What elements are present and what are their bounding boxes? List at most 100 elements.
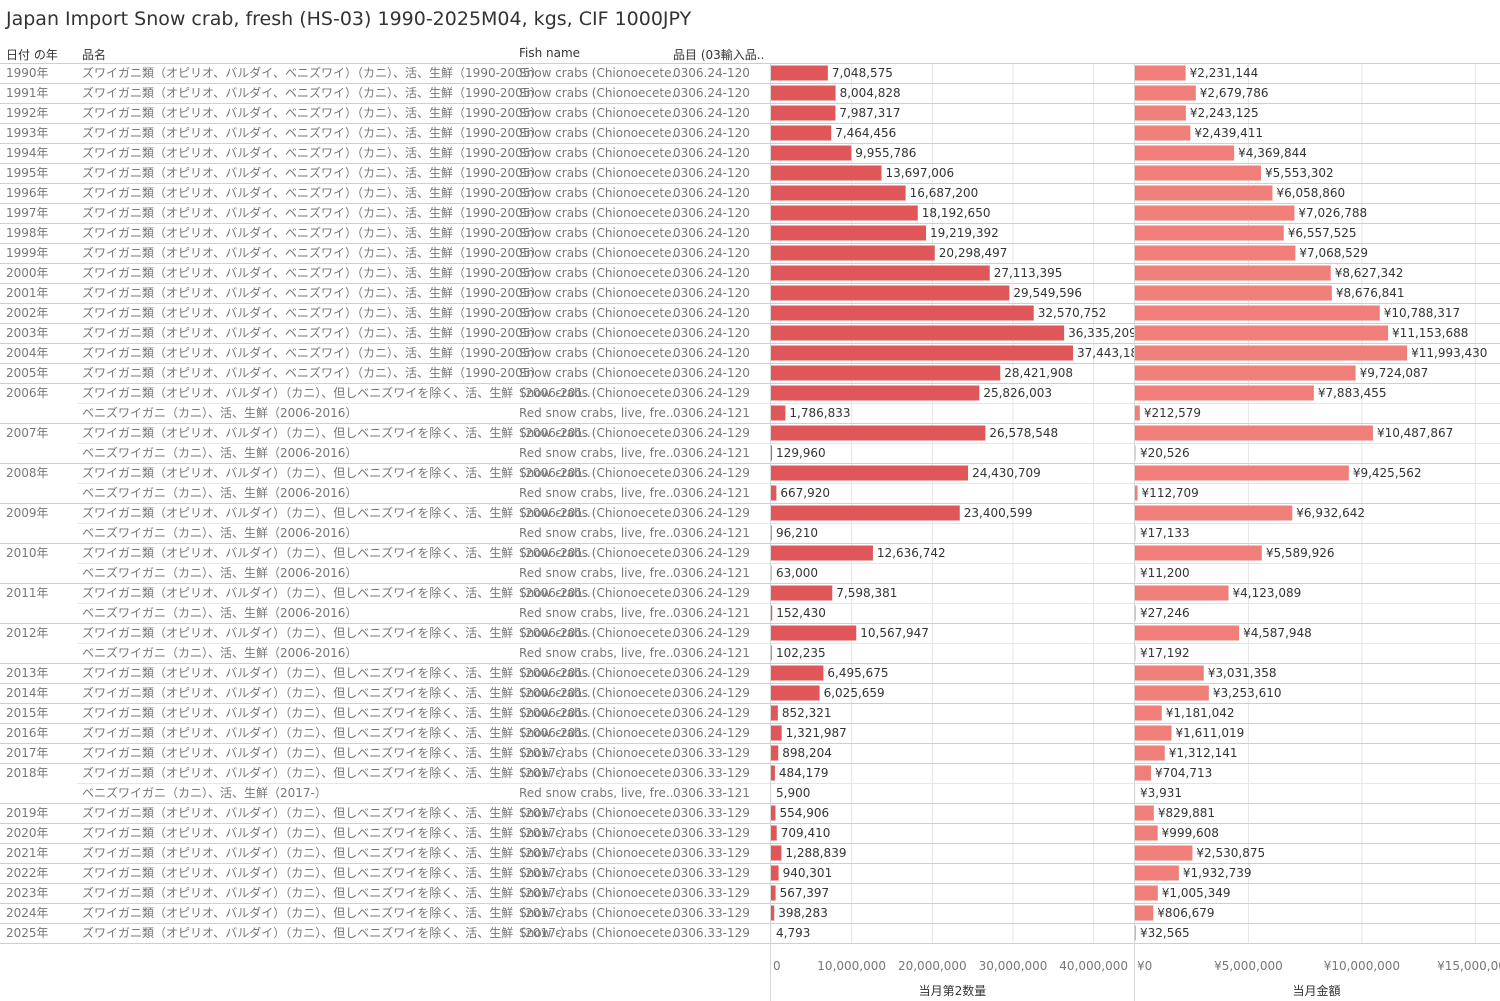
bar-quantity	[771, 345, 1074, 361]
year-label: 2014年	[6, 686, 49, 700]
fish-name: Snow crabs (Chionoecete..	[519, 906, 679, 920]
fish-name: Snow crabs (Chionoecete..	[519, 686, 679, 700]
year-label: 2025年	[6, 926, 49, 940]
product-code: 0306.24-120	[673, 226, 750, 240]
product-name-jp: ズワイガニ類（オピリオ、バルダイ）（カニ）、但しベニズワイを除く、活、生鮮（20…	[82, 925, 572, 940]
product-code: 0306.33-129	[673, 746, 750, 760]
bar-label-value: ¥10,487,867	[1377, 426, 1453, 440]
product-name-jp: ズワイガニ類（オピリオ、バルダイ、ベニズワイ）（カニ）、活、生鮮（1990-20…	[82, 285, 542, 300]
product-code: 0306.24-129	[673, 506, 750, 520]
bar-quantity	[771, 905, 775, 921]
bar-label-value: ¥1,005,349	[1162, 886, 1231, 900]
bar-value	[1135, 705, 1162, 721]
bar-quantity	[771, 665, 824, 681]
bar-value	[1135, 205, 1295, 221]
bar-label-quantity: 554,906	[779, 806, 829, 820]
year-label: 2009年	[6, 506, 49, 520]
fish-name: Snow crabs (Chionoecete..	[519, 106, 679, 120]
fish-name: Snow crabs (Chionoecete..	[519, 306, 679, 320]
product-code: 0306.24-120	[673, 126, 750, 140]
product-name-jp: ベニズワイガニ（カニ）、活、生鮮（2006-2016）	[82, 605, 357, 620]
product-name-jp: ズワイガニ類（オピリオ、バルダイ、ベニズワイ）（カニ）、活、生鮮（1990-20…	[82, 105, 542, 120]
bar-value	[1135, 85, 1196, 101]
fish-name: Red snow crabs, live, fre..	[519, 526, 674, 540]
year-label: 2021年	[6, 846, 49, 860]
bar-quantity	[771, 605, 773, 621]
x-tick-label-value: ¥0	[1137, 959, 1152, 973]
bar-value	[1135, 405, 1140, 421]
bar-value	[1135, 605, 1136, 621]
column-header-code[interactable]: 品目 (03輸入品..	[673, 48, 765, 62]
column-header-year[interactable]: 日付 の年	[6, 48, 58, 62]
bar-value	[1135, 225, 1284, 241]
bar-value	[1135, 65, 1186, 81]
bar-label-value: ¥112,709	[1142, 486, 1199, 500]
product-code: 0306.24-120	[673, 146, 750, 160]
bar-label-value: ¥5,553,302	[1265, 166, 1334, 180]
product-code: 0306.33-129	[673, 806, 750, 820]
bar-value	[1135, 845, 1193, 861]
bar-label-value: ¥27,246	[1140, 606, 1190, 620]
product-code: 0306.24-129	[673, 386, 750, 400]
year-label: 2000年	[6, 266, 49, 280]
product-code: 0306.33-129	[673, 826, 750, 840]
bar-value	[1135, 325, 1389, 341]
product-code: 0306.24-129	[673, 686, 750, 700]
year-label: 1996年	[6, 186, 49, 200]
bar-label-quantity: 852,321	[782, 706, 832, 720]
bar-value	[1135, 725, 1172, 741]
year-label: 1999年	[6, 246, 49, 260]
product-name-jp: ベニズワイガニ（カニ）、活、生鮮（2006-2016）	[82, 565, 357, 580]
bar-quantity	[771, 405, 786, 421]
fish-name: Snow crabs (Chionoecete..	[519, 666, 679, 680]
x-tick-label-quantity: 0	[773, 959, 781, 973]
product-code: 0306.24-121	[673, 606, 750, 620]
bar-label-quantity: 63,000	[776, 566, 818, 580]
fish-name: Snow crabs (Chionoecete..	[519, 186, 679, 200]
bar-value	[1135, 665, 1204, 681]
bar-quantity	[771, 685, 820, 701]
fish-name: Snow crabs (Chionoecete..	[519, 146, 679, 160]
fish-name: Snow crabs (Chionoecete..	[519, 586, 679, 600]
bar-label-value: ¥7,068,529	[1299, 246, 1368, 260]
product-code: 0306.24-121	[673, 646, 750, 660]
bar-label-quantity: 7,048,575	[832, 66, 893, 80]
bar-value	[1135, 505, 1293, 521]
bar-label-value: ¥6,932,642	[1296, 506, 1365, 520]
fish-name: Snow crabs (Chionoecete..	[519, 246, 679, 260]
column-header-name-jp[interactable]: 品名	[82, 48, 107, 62]
year-label: 2007年	[6, 426, 49, 440]
fish-name: Snow crabs (Chionoecete..	[519, 386, 679, 400]
column-header-fish-name[interactable]: Fish name	[519, 46, 581, 60]
bar-quantity	[771, 425, 986, 441]
product-name-jp: ズワイガニ類（オピリオ、バルダイ）（カニ）、但しベニズワイを除く、活、生鮮（20…	[82, 825, 572, 840]
bar-label-value: ¥7,026,788	[1298, 206, 1367, 220]
bar-label-value: ¥10,788,317	[1384, 306, 1460, 320]
bar-label-value: ¥11,153,688	[1392, 326, 1468, 340]
bar-label-quantity: 102,235	[776, 646, 826, 660]
product-code: 0306.24-129	[673, 426, 750, 440]
bar-label-value: ¥1,611,019	[1176, 726, 1245, 740]
product-code: 0306.24-129	[673, 706, 750, 720]
bar-quantity	[771, 305, 1034, 321]
bar-label-quantity: 1,288,839	[785, 846, 846, 860]
bar-label-quantity: 940,301	[783, 866, 833, 880]
bar-value	[1135, 185, 1273, 201]
bar-label-value: ¥2,439,411	[1194, 126, 1263, 140]
bar-label-value: ¥20,526	[1140, 446, 1190, 460]
bar-label-value: ¥11,993,430	[1411, 346, 1487, 360]
bar-value	[1135, 585, 1229, 601]
x-axis-title-value: 当月金額	[1292, 983, 1340, 998]
product-name-jp: ベニズワイガニ（カニ）、活、生鮮（2006-2016）	[82, 485, 357, 500]
bar-label-quantity: 5,900	[776, 786, 810, 800]
x-tick-label-value: ¥5,000,000	[1214, 959, 1283, 973]
bar-quantity	[771, 885, 776, 901]
x-tick-label-value: ¥10,000,000	[1324, 959, 1400, 973]
product-name-jp: ズワイガニ類（オピリオ、バルダイ）（カニ）、但しベニズワイを除く、活、生鮮（20…	[82, 845, 572, 860]
bar-label-value: ¥5,589,926	[1266, 546, 1335, 560]
product-code: 0306.33-121	[673, 786, 750, 800]
bar-label-quantity: 152,430	[776, 606, 826, 620]
bar-quantity	[771, 125, 832, 141]
bar-value	[1135, 745, 1165, 761]
product-name-jp: ズワイガニ類（オピリオ、バルダイ、ベニズワイ）（カニ）、活、生鮮（1990-20…	[82, 205, 542, 220]
